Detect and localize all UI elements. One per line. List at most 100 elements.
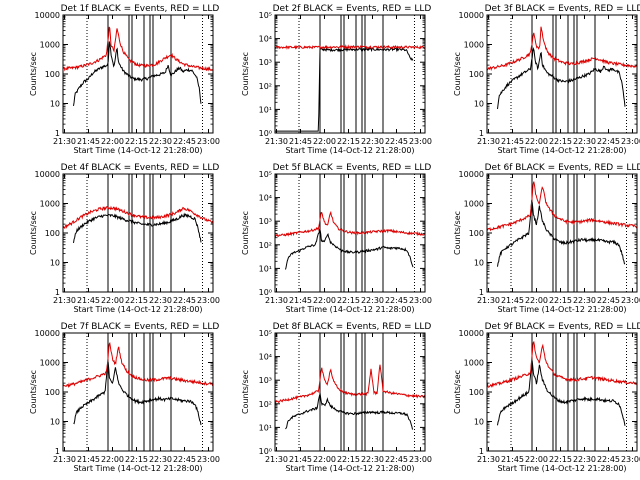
series-line — [275, 364, 425, 405]
y-tick-label: 1000 — [464, 359, 484, 368]
x-tick-label: 21:45 — [77, 296, 100, 305]
y-axis-label: Counts/sec — [29, 52, 38, 96]
x-axis-label: Start Time (14-Oct-12 21:28:00) — [497, 146, 626, 155]
y-tick-label: 1 — [479, 129, 484, 138]
x-tick-label: 21:45 — [501, 296, 524, 305]
plot-frame — [62, 14, 214, 134]
y-tick-label: 1000 — [40, 41, 60, 50]
series-line — [497, 360, 626, 426]
x-tick-label: 22:15 — [337, 296, 360, 305]
series-line — [63, 341, 213, 389]
x-axis-label: Start Time (14-Oct-12 21:28:00) — [497, 464, 626, 473]
panel-7: Det 7f BLACK = Events, RED = LLD 21:30 21:… — [29, 322, 220, 473]
x-tick-label: 23:00 — [621, 137, 640, 146]
x-tick-label: 21:30 — [265, 137, 288, 146]
series-line — [285, 392, 414, 430]
series-line — [73, 212, 202, 243]
x-tick-label: 22:15 — [549, 455, 572, 464]
x-tick-label: 22:30 — [573, 296, 596, 305]
x-axis-label: Start Time (14-Oct-12 21:28:00) — [285, 464, 414, 473]
x-tick-label: 22:15 — [337, 455, 360, 464]
y-tick-label: 1 — [55, 288, 60, 297]
x-tick-label: 22:45 — [597, 137, 620, 146]
x-tick-label: 22:30 — [361, 296, 384, 305]
x-tick-label: 23:00 — [621, 296, 640, 305]
y-axis-label: Counts/sec — [29, 370, 38, 414]
x-axis-label: Start Time (14-Oct-12 21:28:00) — [285, 146, 414, 155]
panel-6: Det 6f BLACK = Events, RED = LLD 21:30 21:… — [453, 163, 640, 314]
panel-title: Det 5f BLACK = Events, RED = LLD — [273, 163, 432, 173]
panel-title: Det 6f BLACK = Events, RED = LLD — [485, 163, 640, 173]
y-tick-label: 100 — [469, 70, 484, 79]
y-tick-label: 10⁴ — [259, 194, 272, 203]
x-tick-label: 21:30 — [265, 296, 288, 305]
plot-frame — [274, 173, 426, 293]
x-tick-label: 23:00 — [197, 455, 220, 464]
y-tick-label: 10⁰ — [259, 447, 272, 456]
series-line — [73, 361, 202, 426]
y-tick-label: 10⁵ — [259, 329, 272, 338]
y-tick-label: 10³ — [259, 217, 272, 226]
y-tick-label: 1 — [55, 129, 60, 138]
x-tick-label: 22:00 — [101, 455, 124, 464]
y-tick-label: 10⁰ — [259, 288, 272, 297]
x-tick-label: 22:15 — [125, 296, 148, 305]
x-tick-label: 22:45 — [597, 455, 620, 464]
x-tick-label: 21:45 — [289, 137, 312, 146]
x-tick-label: 21:45 — [501, 137, 524, 146]
y-tick-label: 10² — [259, 400, 272, 409]
panel-title: Det 4f BLACK = Events, RED = LLD — [61, 163, 220, 173]
series-line — [497, 200, 626, 267]
y-axis-label: Counts/sec — [453, 52, 462, 96]
x-tick-label: 22:45 — [385, 296, 408, 305]
y-tick-label: 10 — [50, 259, 60, 268]
x-tick-label: 22:15 — [549, 296, 572, 305]
panel-title: Det 3f BLACK = Events, RED = LLD — [485, 4, 640, 14]
x-axis-label: Start Time (14-Oct-12 21:28:00) — [73, 305, 202, 314]
plot-frame — [486, 14, 638, 134]
y-tick-label: 10⁰ — [259, 129, 272, 138]
y-tick-label: 10¹ — [259, 105, 272, 114]
x-tick-label: 22:00 — [525, 137, 548, 146]
panel-9: Det 9f BLACK = Events, RED = LLD 21:30 21:… — [453, 322, 640, 473]
y-tick-label: 100 — [45, 388, 60, 397]
y-tick-label: 10³ — [259, 376, 272, 385]
x-tick-label: 22:30 — [573, 455, 596, 464]
y-tick-label: 10000 — [35, 11, 60, 20]
x-tick-label: 21:45 — [77, 137, 100, 146]
y-axis-label: Counts/sec — [29, 211, 38, 255]
y-tick-label: 10⁵ — [259, 170, 272, 179]
series-line — [275, 210, 425, 238]
y-axis-label: Counts/sec — [453, 370, 462, 414]
panel-title: Det 7f BLACK = Events, RED = LLD — [61, 322, 220, 332]
x-tick-label: 21:30 — [265, 455, 288, 464]
y-tick-label: 10000 — [459, 170, 484, 179]
panel-1: Det 1f BLACK = Events, RED = LLD 21:30 21:… — [29, 4, 220, 155]
x-axis-label: Start Time (14-Oct-12 21:28:00) — [285, 305, 414, 314]
x-tick-label: 22:00 — [313, 296, 336, 305]
x-tick-label: 21:45 — [289, 455, 312, 464]
y-tick-label: 10 — [474, 418, 484, 427]
x-tick-label: 22:15 — [549, 137, 572, 146]
series-line — [63, 205, 213, 230]
panel-3: Det 3f BLACK = Events, RED = LLD 21:30 21:… — [453, 4, 640, 155]
y-tick-label: 1 — [479, 288, 484, 297]
y-tick-label: 10000 — [35, 170, 60, 179]
x-tick-label: 21:45 — [289, 296, 312, 305]
panel-title: Det 8f BLACK = Events, RED = LLD — [273, 322, 432, 332]
x-tick-label: 22:00 — [525, 455, 548, 464]
x-tick-label: 21:45 — [501, 455, 524, 464]
x-tick-label: 22:30 — [361, 455, 384, 464]
x-tick-label: 22:15 — [125, 455, 148, 464]
panel-2: Det 2f BLACK = Events, RED = LLD 21:30 21:… — [241, 4, 432, 155]
x-axis-label: Start Time (14-Oct-12 21:28:00) — [497, 305, 626, 314]
y-tick-label: 10⁴ — [259, 35, 272, 44]
series-line — [487, 26, 637, 72]
x-axis-label: Start Time (14-Oct-12 21:28:00) — [73, 464, 202, 473]
plot-frame — [274, 332, 426, 452]
y-tick-label: 100 — [45, 229, 60, 238]
series-line — [275, 44, 425, 50]
y-tick-label: 10⁵ — [259, 11, 272, 20]
panel-8: Det 8f BLACK = Events, RED = LLD 21:30 21:… — [241, 322, 432, 473]
